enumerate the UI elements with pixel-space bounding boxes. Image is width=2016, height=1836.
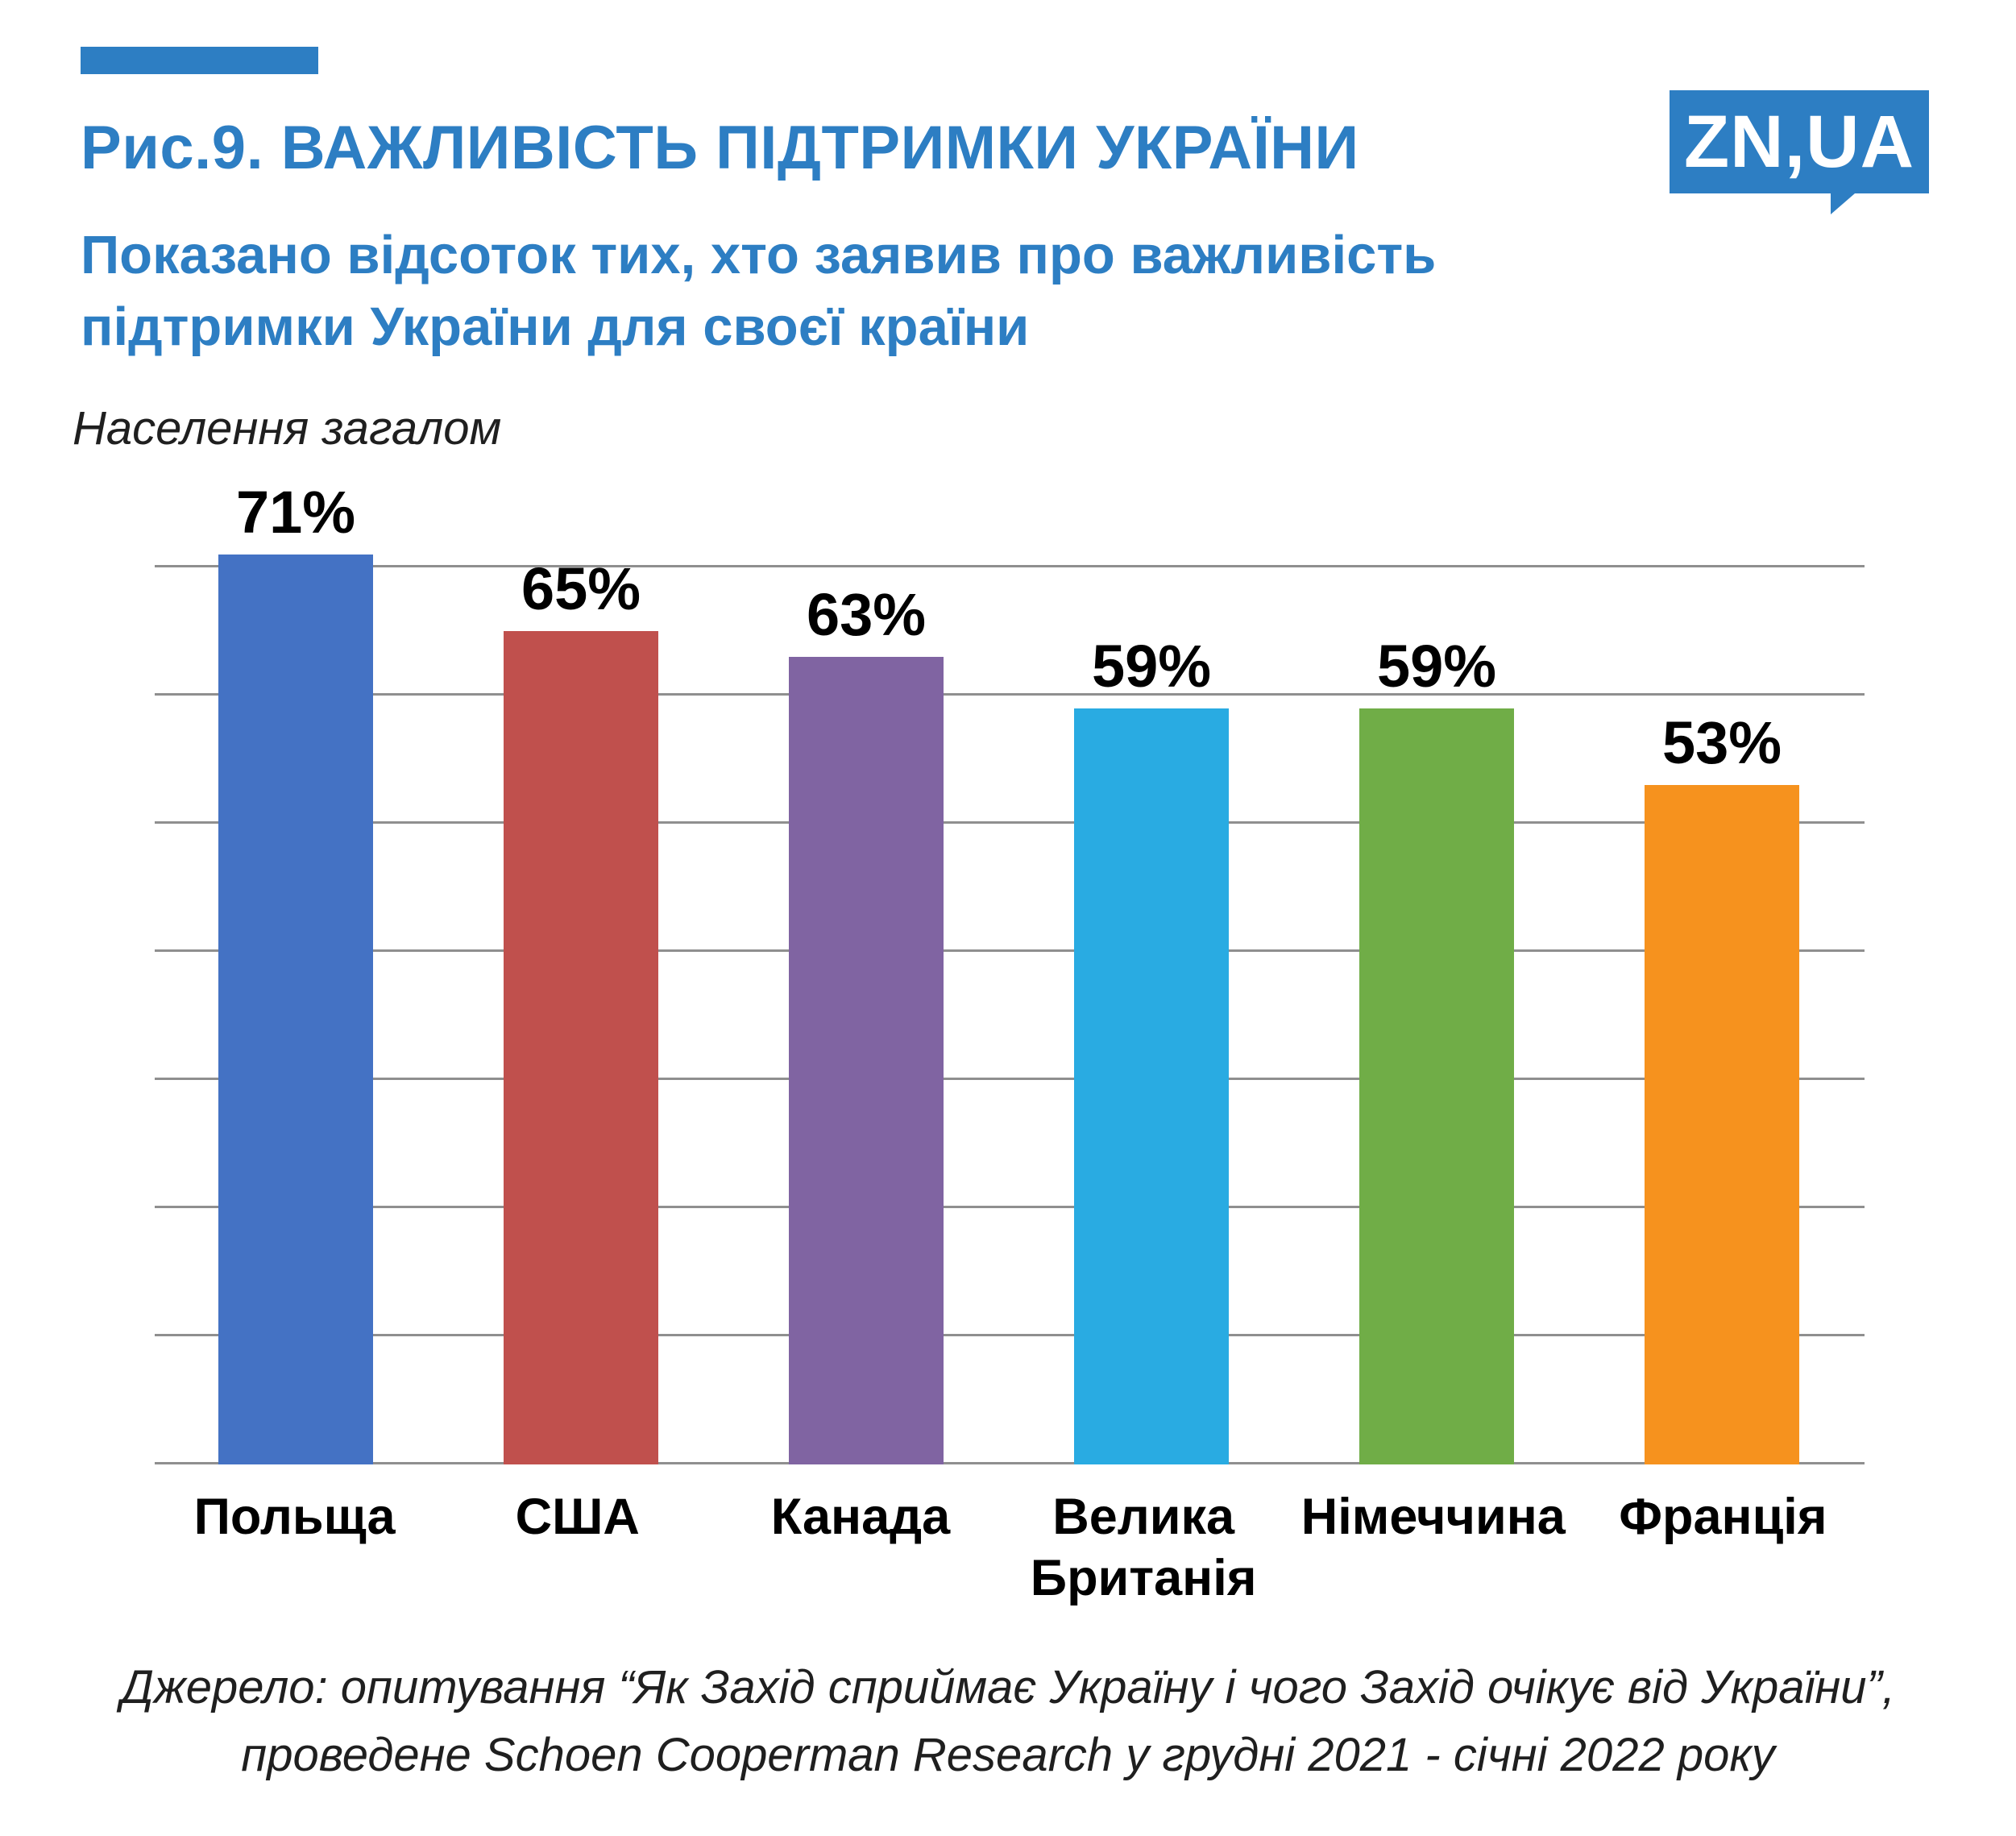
- category-label: Німеччина: [1300, 1489, 1566, 1545]
- population-note: Населення загалом: [73, 402, 502, 455]
- source-line-1: Джерело: опитування “Як Захід сприймає У…: [121, 1661, 1895, 1713]
- znua-logo-tail: [1830, 193, 1855, 214]
- category-label: США: [515, 1489, 640, 1545]
- bar-column-5: 59%: [1294, 461, 1579, 1464]
- category-axis: Польща США Канада Велика Британія Німеччина Ф…: [153, 1487, 1865, 1609]
- gridline-70: [155, 565, 1865, 567]
- subtitle-line-1: Показано відсоток тих, хто заявив про ва…: [81, 225, 1437, 285]
- gridline-40: [155, 949, 1865, 952]
- znua-logo: ZN,UA: [1670, 90, 1929, 214]
- bar-column-6: 53%: [1579, 461, 1865, 1464]
- value-label: 59%: [1091, 633, 1212, 700]
- bar: [1074, 708, 1229, 1464]
- value-label: 65%: [521, 555, 641, 622]
- value-label: 71%: [235, 479, 356, 546]
- gridline-60: [155, 693, 1865, 696]
- value-label: 63%: [806, 581, 927, 648]
- figure-subtitle: Показано відсоток тих, хто заявив про ва…: [81, 219, 1436, 363]
- category-label: Польща: [193, 1489, 396, 1545]
- bar-column-1: 71%: [153, 461, 438, 1464]
- category-label: Велика Британія: [1030, 1489, 1257, 1606]
- gridline-0: [155, 1462, 1865, 1464]
- source-line-2: проведене Schoen Cooperman Research у гр…: [241, 1729, 1775, 1782]
- znua-logo-text: ZN,UA: [1683, 100, 1915, 183]
- bar-chart: 71% 65% 63% 59% 59% 53%: [153, 461, 1865, 1464]
- bar: [504, 631, 658, 1464]
- bar: [789, 657, 944, 1464]
- subtitle-line-2: підтримки України для своєї країни: [81, 297, 1030, 358]
- bar-column-3: 63%: [724, 461, 1009, 1464]
- category-label: Канада: [770, 1489, 951, 1545]
- gridline-30: [155, 1078, 1865, 1080]
- bar: [218, 555, 373, 1464]
- gridline-20: [155, 1206, 1865, 1208]
- value-label: 53%: [1661, 709, 1782, 776]
- gridline-10: [155, 1334, 1865, 1336]
- category-label: Франція: [1619, 1489, 1827, 1545]
- bar-column-2: 65%: [438, 461, 724, 1464]
- bar-column-4: 59%: [1009, 461, 1294, 1464]
- source-text: Джерело: опитування “Як Захід сприймає У…: [0, 1654, 2016, 1789]
- bar: [1645, 785, 1799, 1464]
- bars-area: 71% 65% 63% 59% 59% 53%: [153, 461, 1865, 1464]
- figure-title: Рис.9. ВАЖЛИВІСТЬ ПІДТРИМКИ УКРАЇНИ: [81, 114, 1359, 182]
- accent-bar: [81, 47, 318, 74]
- gridline-50: [155, 821, 1865, 824]
- value-label: 59%: [1376, 633, 1497, 700]
- bar: [1359, 708, 1514, 1464]
